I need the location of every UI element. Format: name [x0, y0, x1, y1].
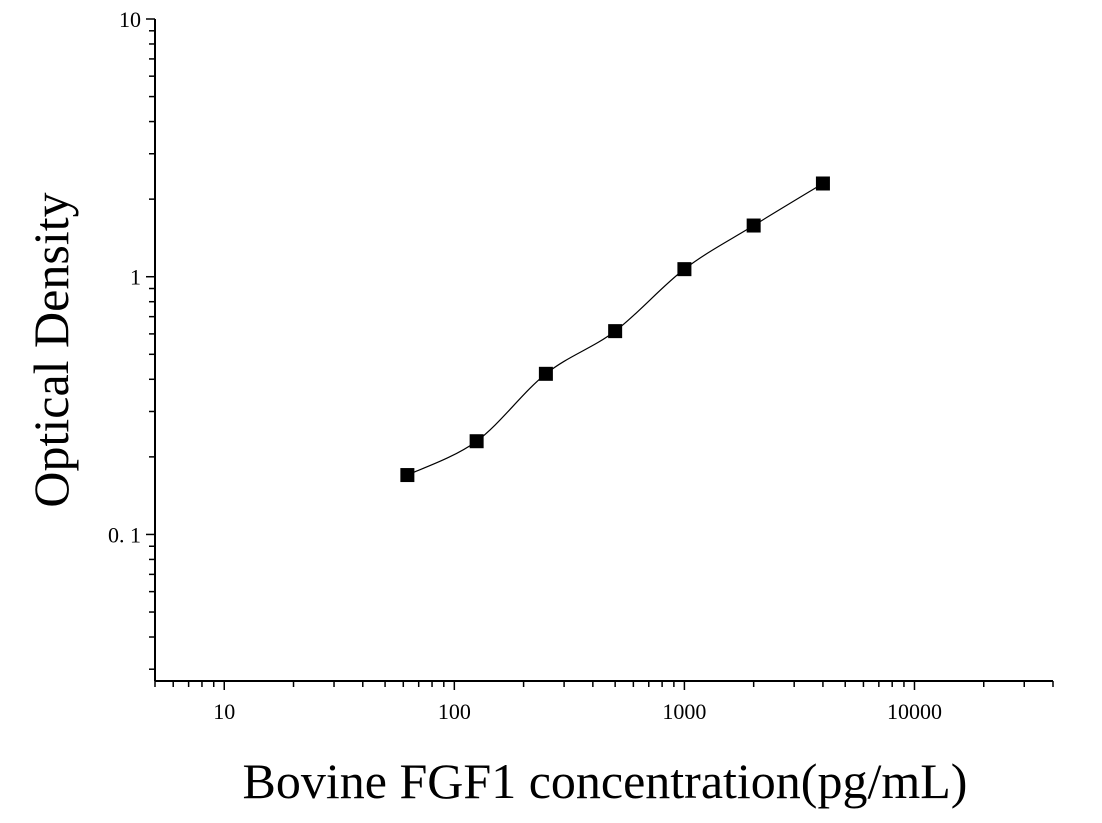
data-point [815, 176, 830, 191]
data-point [538, 366, 553, 381]
data-point [677, 262, 692, 277]
y-axis-title: Optical Density [23, 192, 79, 507]
y-tick-label: 1 [130, 265, 141, 290]
data-point [469, 434, 484, 449]
y-tick-label: 10 [119, 7, 141, 32]
data-points [400, 176, 830, 483]
x-tick-label: 10 [213, 699, 235, 724]
y-tick-label: 0. 1 [108, 522, 141, 547]
data-point [608, 324, 623, 339]
axes [146, 18, 1054, 690]
data-point [400, 468, 415, 483]
x-axis-title: Bovine FGF1 concentration(pg/mL) [243, 753, 968, 809]
data-point [746, 218, 761, 233]
x-tick-label: 10000 [887, 699, 942, 724]
x-tick-label: 1000 [662, 699, 706, 724]
tick-labels: 10 100 1000 10000 0. 1 1 10 [108, 7, 942, 724]
x-tick-label: 100 [438, 699, 471, 724]
